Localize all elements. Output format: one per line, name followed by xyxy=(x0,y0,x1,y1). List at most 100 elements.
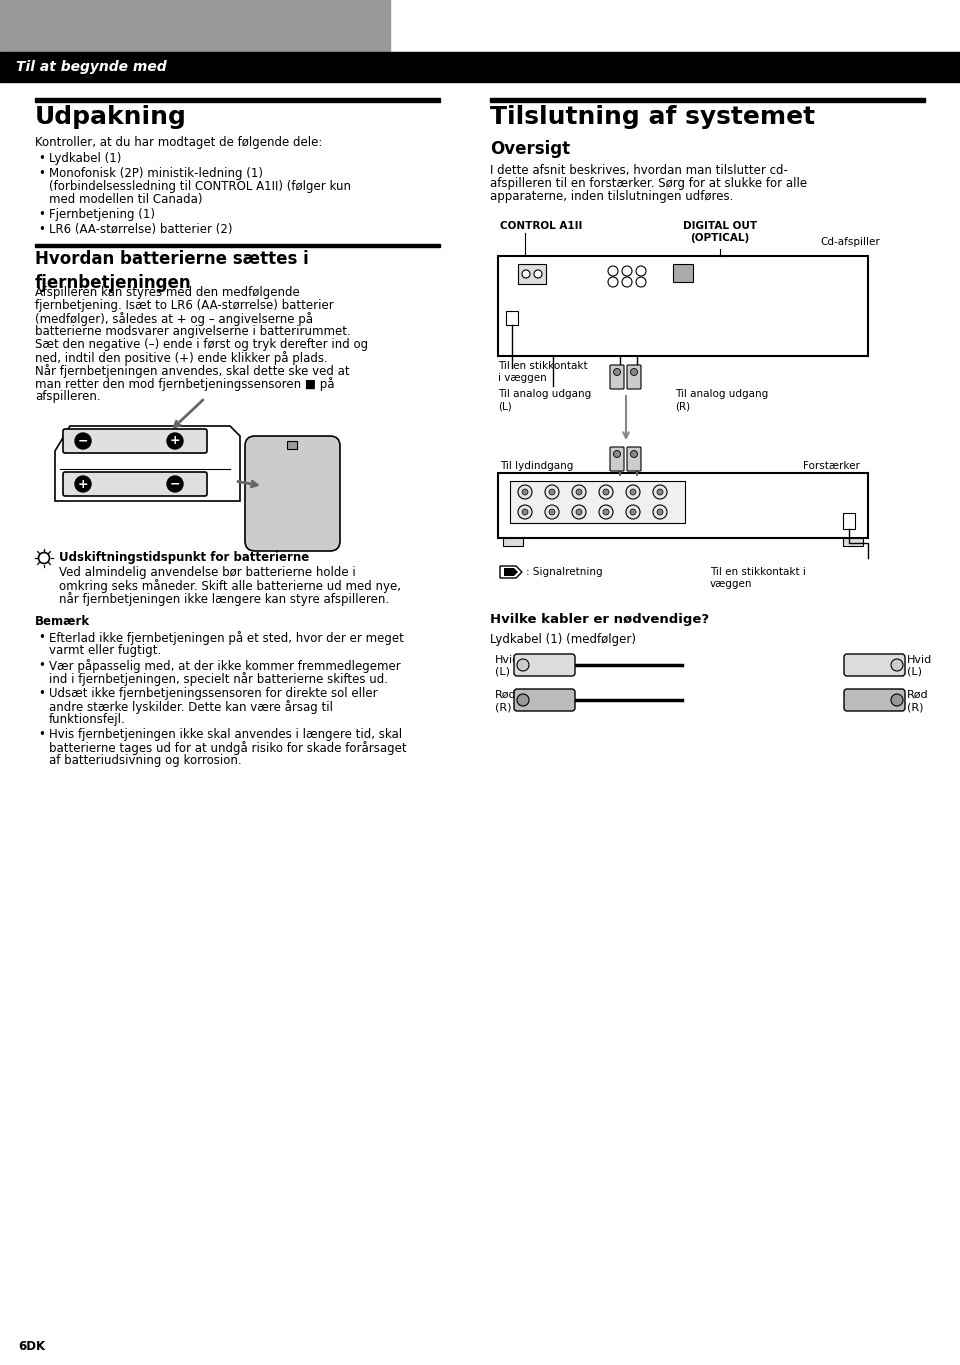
Text: LR6 (AA-størrelse) batterier (2): LR6 (AA-størrelse) batterier (2) xyxy=(49,222,232,236)
Circle shape xyxy=(622,266,632,276)
Text: Udsæt ikke fjernbetjeningssensoren for direkte sol eller: Udsæt ikke fjernbetjeningssensoren for d… xyxy=(49,687,377,700)
Circle shape xyxy=(75,433,91,449)
Text: (L): (L) xyxy=(907,667,922,677)
Text: Udskiftningstidspunkt for batterierne: Udskiftningstidspunkt for batterierne xyxy=(59,551,309,564)
Text: med modellen til Canada): med modellen til Canada) xyxy=(49,192,203,206)
Text: (R): (R) xyxy=(907,702,924,713)
FancyBboxPatch shape xyxy=(844,689,905,711)
FancyBboxPatch shape xyxy=(627,364,641,389)
Circle shape xyxy=(522,270,530,278)
Text: Til lydindgang: Til lydindgang xyxy=(500,461,573,471)
FancyBboxPatch shape xyxy=(514,689,575,711)
Text: Til at begynde med: Til at begynde med xyxy=(16,60,167,74)
Text: man retter den mod fjernbetjeningssensoren ■ på: man retter den mod fjernbetjeningssensor… xyxy=(35,377,334,390)
Text: Ved almindelig anvendelse bør batterierne holde i: Ved almindelig anvendelse bør batteriern… xyxy=(59,566,356,579)
Text: (medfølger), således at + og – angivelserne på: (medfølger), således at + og – angivelse… xyxy=(35,313,313,326)
Bar xyxy=(287,441,297,449)
Text: Rød: Rød xyxy=(907,689,928,700)
Text: Lydkabel (1): Lydkabel (1) xyxy=(49,152,121,165)
Text: +: + xyxy=(170,434,180,448)
Circle shape xyxy=(599,485,613,500)
Text: Bemærk: Bemærk xyxy=(35,616,90,628)
Text: −: − xyxy=(170,478,180,490)
FancyBboxPatch shape xyxy=(63,472,207,495)
Text: apparaterne, inden tilslutningen udføres.: apparaterne, inden tilslutningen udføres… xyxy=(490,190,733,203)
Text: (R): (R) xyxy=(495,702,512,713)
Circle shape xyxy=(657,509,663,515)
Text: Oversigt: Oversigt xyxy=(490,141,570,158)
Text: Rød: Rød xyxy=(495,689,516,700)
Bar xyxy=(510,480,685,523)
Bar xyxy=(0,0,390,52)
Text: DIGITAL OUT
(OPTICAL): DIGITAL OUT (OPTICAL) xyxy=(683,221,757,243)
Circle shape xyxy=(518,505,532,519)
Text: I dette afsnit beskrives, hvordan man tilslutter cd-: I dette afsnit beskrives, hvordan man ti… xyxy=(490,164,788,177)
Text: Hvid: Hvid xyxy=(907,655,932,665)
Circle shape xyxy=(75,476,91,491)
Bar xyxy=(518,263,546,284)
Text: Udpakning: Udpakning xyxy=(35,105,187,130)
Circle shape xyxy=(630,509,636,515)
Text: afspilleren til en forstærker. Sørg for at slukke for alle: afspilleren til en forstærker. Sørg for … xyxy=(490,177,807,190)
Circle shape xyxy=(603,489,609,495)
Circle shape xyxy=(517,693,529,706)
Bar xyxy=(498,474,868,538)
Circle shape xyxy=(630,489,636,495)
Text: af batteriudsivning og korrosion.: af batteriudsivning og korrosion. xyxy=(49,753,242,767)
Text: : Signalretning: : Signalretning xyxy=(526,566,603,577)
Text: Sæt den negative (–) ende i først og tryk derefter ind og: Sæt den negative (–) ende i først og try… xyxy=(35,339,368,351)
Circle shape xyxy=(549,509,555,515)
Bar xyxy=(490,98,925,102)
Text: andre stærke lyskilder. Dette kan være årsag til: andre stærke lyskilder. Dette kan være å… xyxy=(49,700,333,714)
Text: varmt eller fugtigt.: varmt eller fugtigt. xyxy=(49,644,161,657)
Text: •: • xyxy=(38,687,45,700)
Text: afspilleren.: afspilleren. xyxy=(35,390,101,403)
Circle shape xyxy=(603,509,609,515)
Text: •: • xyxy=(38,728,45,741)
Bar xyxy=(843,538,863,546)
Circle shape xyxy=(599,505,613,519)
Circle shape xyxy=(517,659,529,672)
Text: når fjernbetjeningen ikke længere kan styre afspilleren.: når fjernbetjeningen ikke længere kan st… xyxy=(59,592,389,606)
Circle shape xyxy=(576,489,582,495)
Text: •: • xyxy=(38,167,45,180)
Text: +: + xyxy=(78,478,88,490)
Text: Vær påpasselig med, at der ikke kommer fremmedlegemer: Vær påpasselig med, at der ikke kommer f… xyxy=(49,659,400,673)
Text: Fjernbetjening (1): Fjernbetjening (1) xyxy=(49,207,155,221)
Circle shape xyxy=(626,485,640,500)
Text: −: − xyxy=(78,434,88,448)
Text: •: • xyxy=(38,631,45,644)
FancyBboxPatch shape xyxy=(610,364,624,389)
Circle shape xyxy=(608,277,618,287)
Bar xyxy=(843,513,855,530)
Circle shape xyxy=(613,369,620,375)
Circle shape xyxy=(549,489,555,495)
Text: Hvis fjernbetjeningen ikke skal anvendes i længere tid, skal: Hvis fjernbetjeningen ikke skal anvendes… xyxy=(49,728,402,741)
Circle shape xyxy=(626,505,640,519)
Text: Forstærker: Forstærker xyxy=(804,461,860,471)
Circle shape xyxy=(576,509,582,515)
Circle shape xyxy=(891,659,903,672)
FancyBboxPatch shape xyxy=(610,446,624,471)
Text: Til analog udgang
(R): Til analog udgang (R) xyxy=(675,389,768,411)
Circle shape xyxy=(622,277,632,287)
Polygon shape xyxy=(504,568,518,576)
Circle shape xyxy=(522,509,528,515)
Text: ind i fjernbetjeningen, specielt når batterierne skiftes ud.: ind i fjernbetjeningen, specielt når bat… xyxy=(49,672,388,687)
Text: Efterlad ikke fjernbetjeningen på et sted, hvor der er meget: Efterlad ikke fjernbetjeningen på et ste… xyxy=(49,631,404,646)
Text: Hvordan batterierne sættes i
fjernbetjeningen: Hvordan batterierne sættes i fjernbetjen… xyxy=(35,250,309,292)
Text: ned, indtil den positive (+) ende klikker på plads.: ned, indtil den positive (+) ende klikke… xyxy=(35,351,327,364)
Bar xyxy=(506,311,518,325)
Text: CONTROL A1II: CONTROL A1II xyxy=(500,221,583,231)
Circle shape xyxy=(545,505,559,519)
FancyBboxPatch shape xyxy=(63,429,207,453)
Circle shape xyxy=(522,489,528,495)
Circle shape xyxy=(518,485,532,500)
Text: •: • xyxy=(38,659,45,672)
Bar xyxy=(35,98,440,102)
FancyBboxPatch shape xyxy=(245,435,340,551)
Text: omkring seks måneder. Skift alle batterierne ud med nye,: omkring seks måneder. Skift alle batteri… xyxy=(59,579,401,592)
Circle shape xyxy=(534,270,542,278)
Circle shape xyxy=(631,369,637,375)
Circle shape xyxy=(636,266,646,276)
